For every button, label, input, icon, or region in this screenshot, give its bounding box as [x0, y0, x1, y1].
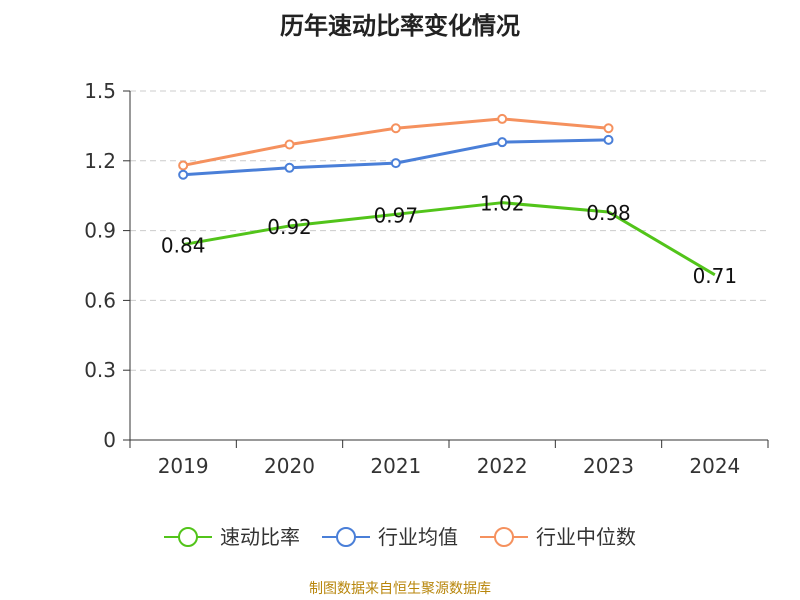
series-line-1: [183, 138, 609, 177]
x-tick-label: 2024: [689, 454, 740, 478]
legend-item-2: 行业中位数: [480, 525, 636, 549]
series-point: [284, 162, 295, 173]
series-point: [497, 137, 508, 148]
x-tick-label: 2021: [370, 454, 421, 478]
series-point: [390, 123, 401, 134]
series-line-0: [182, 201, 716, 277]
y-tick-label: 0.9: [84, 219, 116, 243]
data-label: 0.98: [586, 201, 631, 225]
source-note: 制图数据来自恒生聚源数据库: [309, 581, 491, 597]
y-tick-label: 1.2: [84, 149, 116, 173]
y-tick-label: 0.6: [84, 288, 116, 312]
chart-title: 历年速动比率变化情况: [280, 12, 520, 40]
legend-circle-symbol: [178, 527, 198, 547]
series-point: [603, 123, 614, 134]
legend-circle-symbol: [336, 527, 356, 547]
series-point: [284, 139, 295, 150]
series-point: [603, 134, 614, 145]
data-label: 0.97: [374, 203, 419, 227]
y-tick-label: 1.5: [84, 79, 116, 103]
x-tick-label: 2019: [158, 454, 209, 478]
legend-label: 行业中位数: [536, 525, 636, 549]
y-tick-label: 0: [103, 428, 116, 452]
legend-item-1: 行业均值: [322, 525, 458, 549]
data-label: 0.84: [161, 234, 206, 258]
series-point: [497, 113, 508, 124]
series-point: [178, 169, 189, 180]
x-tick-label: 2020: [264, 454, 315, 478]
legend-label: 行业均值: [378, 525, 458, 549]
series-point: [178, 160, 189, 171]
x-tick-label: 2022: [477, 454, 528, 478]
legend-item-0: 速动比率: [164, 525, 300, 549]
series-point: [390, 158, 401, 169]
y-tick-label: 0.3: [84, 358, 116, 382]
x-tick-label: 2023: [583, 454, 634, 478]
data-label: 0.71: [693, 264, 738, 288]
data-label: 0.92: [267, 215, 312, 239]
legend-circle-symbol: [494, 527, 514, 547]
data-label: 1.02: [480, 192, 525, 216]
legend-label: 速动比率: [220, 525, 300, 549]
